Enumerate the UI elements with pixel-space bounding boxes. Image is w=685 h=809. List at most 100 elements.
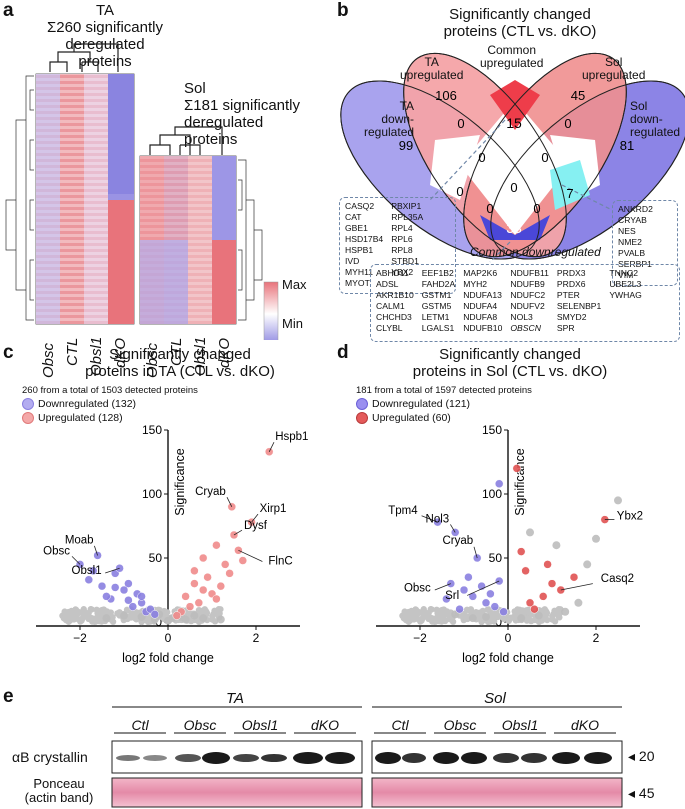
data-point bbox=[216, 615, 225, 624]
lane-ta-ctl: Ctl bbox=[131, 717, 149, 733]
lane-ta-obsc: Obsc bbox=[183, 717, 217, 733]
background-point bbox=[467, 606, 475, 613]
background-point bbox=[60, 615, 68, 622]
annotation-leader bbox=[467, 580, 500, 596]
gene-name: LETM1 bbox=[421, 312, 450, 322]
venn-outline-1 bbox=[340, 80, 540, 260]
venn-label-sol-down: Sol down- regulated bbox=[630, 99, 681, 139]
lane-sol-ctl: Ctl bbox=[391, 717, 409, 733]
background-point bbox=[485, 606, 493, 614]
legend-text-up: Upregulated (60) bbox=[372, 412, 451, 424]
data-point bbox=[124, 579, 133, 588]
venn-num-common-up: 15 bbox=[506, 115, 522, 131]
annotation-leader bbox=[473, 546, 478, 559]
background-point bbox=[144, 618, 152, 626]
x-tick-label: −2 bbox=[73, 631, 87, 645]
data-point bbox=[516, 547, 526, 556]
panel-label-c: c bbox=[3, 342, 14, 363]
sol-column-dendrogram bbox=[149, 126, 223, 155]
data-point bbox=[120, 611, 128, 620]
venn-title-line1: Significantly changed bbox=[449, 6, 591, 23]
annotation-label: Cryab bbox=[443, 535, 474, 547]
annotation-label: Obsc bbox=[404, 583, 431, 595]
venn-zero-5: 0 bbox=[456, 184, 463, 199]
background-point bbox=[435, 614, 442, 622]
gene-name: NDUFV2 bbox=[510, 301, 545, 311]
scale-min-label: Min bbox=[282, 316, 303, 331]
leader-right bbox=[561, 184, 613, 211]
sol-ponceau-blot bbox=[371, 777, 623, 808]
background-point bbox=[440, 614, 447, 622]
leader-up bbox=[429, 119, 506, 201]
ta-count: Σ260 significantly bbox=[46, 19, 163, 36]
gene-name: EEF1B2 bbox=[421, 268, 454, 278]
background-point bbox=[419, 615, 426, 622]
background-point bbox=[555, 609, 562, 616]
venn-zero-2: 0 bbox=[564, 116, 571, 131]
data-point bbox=[538, 592, 548, 601]
volcano-sol-plot: 0 50 100 150 −2 0 2 log2 fold change Significanc… bbox=[376, 423, 643, 665]
data-point bbox=[526, 528, 534, 537]
venn-zero-6: 0 bbox=[510, 180, 517, 195]
data-point bbox=[216, 581, 226, 591]
data-point bbox=[150, 610, 160, 619]
annotation-leader bbox=[238, 549, 263, 562]
annotation-leader bbox=[226, 497, 233, 507]
data-point bbox=[534, 611, 543, 620]
data-point bbox=[614, 496, 622, 505]
data-point bbox=[521, 566, 530, 576]
ta-row-dendrogram bbox=[5, 75, 34, 321]
data-point bbox=[102, 592, 111, 601]
gene-name: RPL6 bbox=[391, 234, 413, 244]
volcano-ta-plot: 0 50 100 150 −2 0 2 log2 fold change Significanc… bbox=[36, 423, 308, 665]
venn-center bbox=[460, 100, 570, 235]
x-tick-label: 2 bbox=[593, 631, 600, 645]
y-tick-label: 0 bbox=[155, 615, 162, 629]
ta-ponceau-blot bbox=[111, 777, 363, 808]
gene-box-common-down: ABHD11 ADSL AKR1B10 CALM1 CHCHD3 CLYBL E… bbox=[370, 264, 680, 342]
gene-box-common-up: CASQ2 CAT GBE1 HSD17B4 HSPB1 IVD MYH11 M… bbox=[339, 197, 456, 294]
data-point bbox=[556, 585, 566, 595]
x-tick-label: 2 bbox=[253, 631, 260, 645]
y-tick-label: 100 bbox=[482, 487, 502, 501]
legend-dot-up bbox=[356, 412, 368, 424]
legend-ta-down: Downregulated (132) bbox=[22, 398, 136, 410]
sol-label: Sol bbox=[184, 80, 206, 97]
volcano-sol-title-line2: proteins in Sol (CTL vs. dKO) bbox=[412, 363, 608, 380]
data-point bbox=[455, 604, 464, 614]
annotation-label: Obsl1 bbox=[72, 565, 102, 577]
data-point bbox=[185, 602, 195, 611]
data-point bbox=[181, 592, 190, 601]
annotation-label: Srl bbox=[445, 590, 459, 602]
gene-name: ANKRD2 bbox=[618, 204, 653, 214]
data-point bbox=[468, 592, 478, 601]
data-point bbox=[199, 614, 208, 623]
data-point bbox=[119, 585, 129, 595]
background-point bbox=[490, 618, 498, 625]
venn-num-sol-up: 45 bbox=[571, 88, 585, 103]
sol-count-line3: proteins bbox=[184, 131, 238, 148]
venn-num-sol-down: 81 bbox=[620, 138, 634, 153]
venn-common-down bbox=[480, 215, 550, 240]
venn-label-ta-down: TA down- regulated bbox=[364, 99, 415, 139]
data-point bbox=[198, 585, 208, 595]
data-point bbox=[472, 553, 482, 563]
background-point bbox=[215, 609, 222, 616]
background-point bbox=[93, 606, 100, 614]
lane-ta-dko: dKO bbox=[310, 717, 339, 733]
legend-text-up: Upregulated (128) bbox=[38, 412, 123, 424]
color-scale-bar bbox=[263, 281, 279, 340]
annotation-leader bbox=[233, 529, 243, 536]
data-point bbox=[97, 581, 107, 591]
data-point bbox=[212, 540, 221, 550]
gene-name: PRDX6 bbox=[556, 279, 586, 289]
legend-sol-down: Downregulated (121) bbox=[356, 398, 470, 410]
data-point bbox=[442, 594, 451, 604]
data-point bbox=[194, 598, 204, 608]
annotation-leader bbox=[251, 513, 259, 523]
data-point bbox=[592, 534, 600, 543]
mw-marker-20: ◂ 20 bbox=[628, 748, 655, 764]
gene-name: MYOT bbox=[345, 278, 370, 288]
gene-name: PBXIP1 bbox=[391, 201, 422, 211]
volcano-ta-title: Significantly changed proteins in TA (CT… bbox=[30, 346, 330, 380]
